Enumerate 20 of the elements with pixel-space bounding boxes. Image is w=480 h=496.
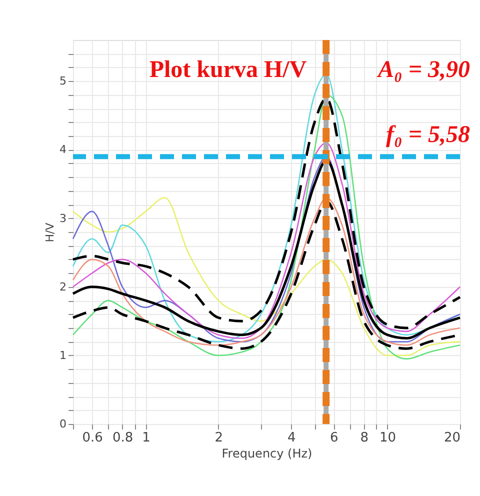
y-tick-label: 1 <box>60 348 66 362</box>
x-axis-title: Frequency (Hz) <box>222 446 312 460</box>
y-axis-title: H/V <box>44 222 56 242</box>
x-tick-label: 1 <box>142 430 150 446</box>
y-tick-label: 3 <box>60 212 66 225</box>
y-tick-label: 5 <box>60 74 66 88</box>
x-tick-label: 6 <box>330 430 338 446</box>
y-tick-label: 0 <box>60 418 66 430</box>
annotation: Plot kurva H/V <box>149 57 308 83</box>
x-tick-label: 2 <box>214 430 224 446</box>
annotation: A₀ = 3,90 <box>376 57 470 83</box>
x-tick-label: 8 <box>360 430 369 446</box>
annotation: f₀ = 5,58 <box>386 122 470 148</box>
x-tick-label: 10 <box>380 430 396 446</box>
x-tick-label: 0.8 <box>112 430 134 446</box>
x-tick-label: 20 <box>444 430 460 446</box>
x-tick-label: 0.6 <box>82 430 103 446</box>
y-tick-label: 4 <box>60 143 66 156</box>
y-tick-label: 2 <box>60 280 66 294</box>
x-tick-label: 4 <box>288 430 296 446</box>
